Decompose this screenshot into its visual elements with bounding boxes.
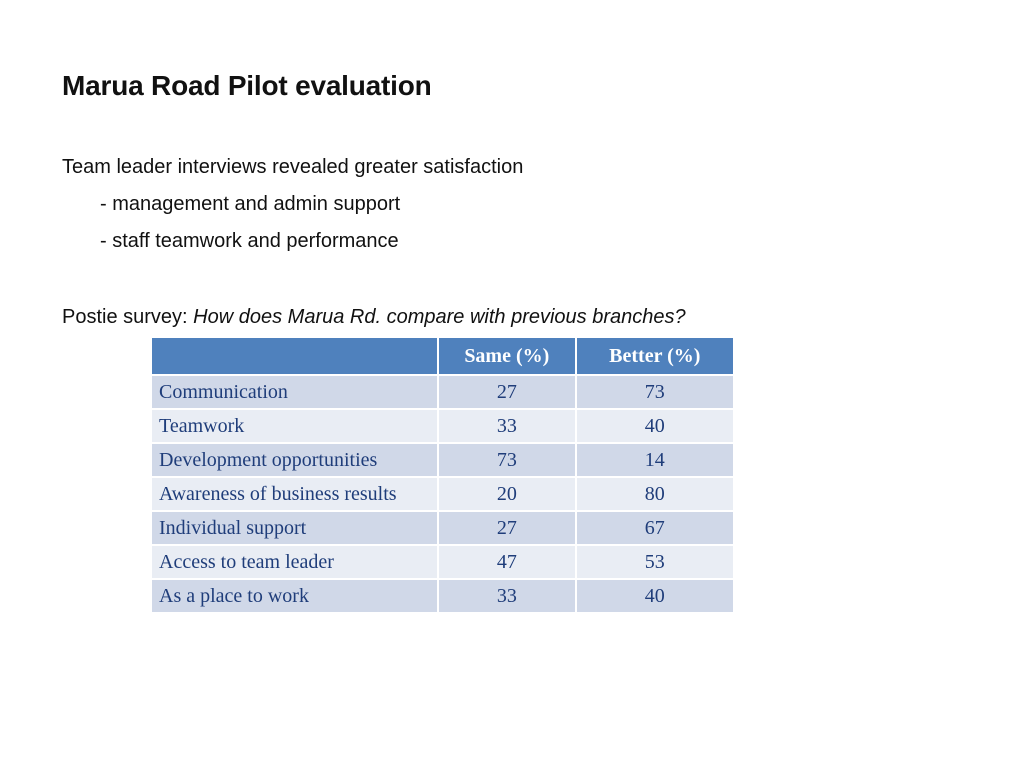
better-value: 80 <box>574 476 736 512</box>
row-label: Access to team leader <box>149 544 440 580</box>
better-value: 53 <box>574 544 736 580</box>
same-value: 73 <box>437 442 577 478</box>
same-value: 20 <box>437 476 577 512</box>
table-row: Communication 27 73 <box>149 374 736 410</box>
row-label: As a place to work <box>149 578 440 614</box>
table-row: As a place to work 33 40 <box>149 578 736 614</box>
survey-question: How does Marua Rd. compare with previous… <box>193 306 686 328</box>
better-value: 40 <box>574 578 736 614</box>
table-row: Teamwork 33 40 <box>149 408 736 444</box>
same-value: 33 <box>437 408 577 444</box>
better-value: 73 <box>574 374 736 410</box>
header-cell-label <box>149 336 440 376</box>
survey-table: Same (%) Better (%) Communication 27 73 … <box>149 336 736 614</box>
same-value: 27 <box>437 374 577 410</box>
table-row: Access to team leader 47 53 <box>149 544 736 580</box>
better-value: 14 <box>574 442 736 478</box>
same-value: 33 <box>437 578 577 614</box>
bullet-management: - management and admin support <box>100 193 401 215</box>
header-cell-better: Better (%) <box>574 336 736 376</box>
header-cell-same: Same (%) <box>437 336 577 376</box>
survey-prefix: Postie survey: <box>62 306 194 328</box>
row-label: Communication <box>149 374 440 410</box>
table-row: Awareness of business results 20 80 <box>149 476 736 512</box>
same-value: 27 <box>437 510 577 546</box>
bullet-teamwork: - staff teamwork and performance <box>100 230 399 252</box>
better-value: 67 <box>574 510 736 546</box>
same-value: 47 <box>437 544 577 580</box>
intro-text: Team leader interviews revealed greater … <box>62 156 524 178</box>
table-row: Individual support 27 67 <box>149 510 736 546</box>
survey-line: Postie survey: How does Marua Rd. compar… <box>62 305 686 329</box>
row-label: Development opportunities <box>149 442 440 478</box>
better-value: 40 <box>574 408 736 444</box>
table-header-row: Same (%) Better (%) <box>149 336 736 376</box>
table-row: Development opportunities 73 14 <box>149 442 736 478</box>
row-label: Teamwork <box>149 408 440 444</box>
slide-title: Marua Road Pilot evaluation <box>62 70 432 101</box>
row-label: Awareness of business results <box>149 476 440 512</box>
row-label: Individual support <box>149 510 440 546</box>
